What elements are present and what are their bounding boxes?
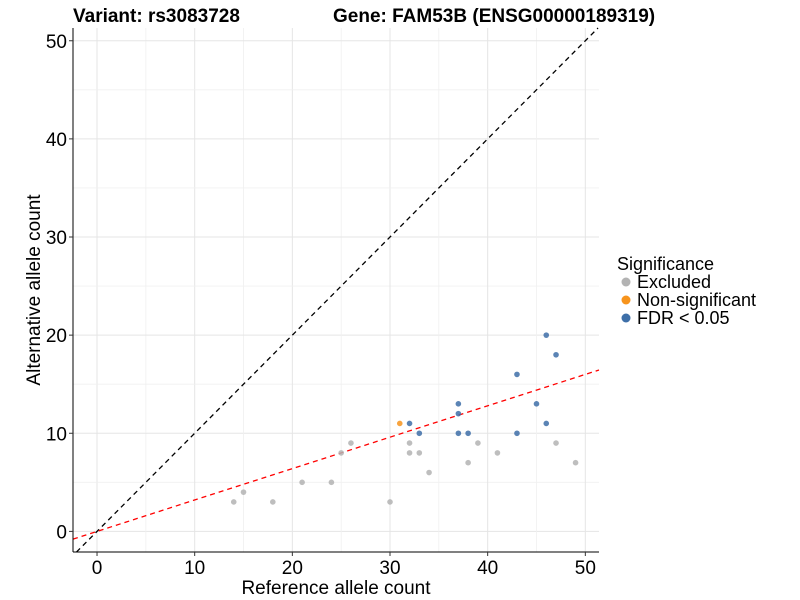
- data-point: [406, 440, 413, 446]
- data-point: [406, 450, 413, 456]
- data-point: [387, 499, 393, 505]
- x-axis-label: Reference allele count: [241, 578, 431, 599]
- y-tick-label: 20: [46, 326, 67, 347]
- gridlines: [73, 28, 599, 552]
- data-point: [299, 479, 305, 486]
- data-point: [230, 499, 237, 505]
- legend-marker: [621, 295, 631, 305]
- y-tick-label: 40: [46, 130, 67, 151]
- x-tick-label: 10: [184, 558, 205, 579]
- data-point: [416, 430, 423, 437]
- data-point: [270, 499, 276, 505]
- data-point: [338, 450, 344, 456]
- data-point: [348, 440, 354, 446]
- data-point: [426, 469, 432, 476]
- y-axis-label: Alternative allele count: [24, 194, 45, 386]
- data-point: [514, 430, 520, 437]
- x-tick-label: 40: [477, 558, 498, 579]
- legend-label: Non-significant: [637, 290, 756, 310]
- data-point: [553, 440, 559, 446]
- legend-title: Significance: [617, 254, 714, 274]
- y-tick-label: 0: [56, 522, 67, 543]
- y-tick-label: 30: [46, 228, 67, 249]
- data-point: [240, 489, 247, 495]
- legend-label: FDR < 0.05: [637, 308, 730, 328]
- data-point: [514, 371, 520, 378]
- ticks: 0 10 20 30 40 50 0 10 20 30 40 50: [46, 32, 596, 579]
- data-point: [406, 420, 413, 427]
- data-point: [553, 351, 559, 358]
- data-point: [572, 459, 579, 466]
- data-point: [416, 450, 423, 456]
- data-point: [475, 440, 481, 446]
- legend-label: Excluded: [637, 272, 711, 292]
- x-tick-label: 20: [282, 558, 303, 579]
- y-tick-label: 50: [46, 32, 67, 53]
- data-point: [328, 479, 335, 486]
- plot-area: [72, 27, 600, 553]
- reference-line-identity: [76, 27, 599, 553]
- data-point: [455, 430, 462, 437]
- x-tick-label: 50: [575, 558, 596, 579]
- data-point: [396, 420, 403, 427]
- reference-line-fit: [72, 369, 600, 540]
- legend: Significance ExcludedNon-significantFDR …: [617, 254, 756, 328]
- legend-marker: [621, 277, 631, 287]
- data-point: [533, 401, 540, 407]
- title-gene: Gene: FAM53B (ENSG00000189319): [333, 6, 655, 27]
- x-tick-label: 0: [92, 558, 103, 579]
- data-point: [465, 430, 471, 437]
- legend-marker: [621, 313, 631, 323]
- y-tick-label: 10: [46, 424, 67, 445]
- data-point: [455, 401, 462, 407]
- data-point: [543, 332, 550, 338]
- data-point: [494, 450, 501, 456]
- title-variant: Variant: rs3083728: [73, 6, 240, 27]
- data-point: [465, 459, 471, 466]
- data-point: [455, 410, 462, 417]
- data-point: [543, 420, 550, 427]
- x-tick-label: 30: [379, 558, 400, 579]
